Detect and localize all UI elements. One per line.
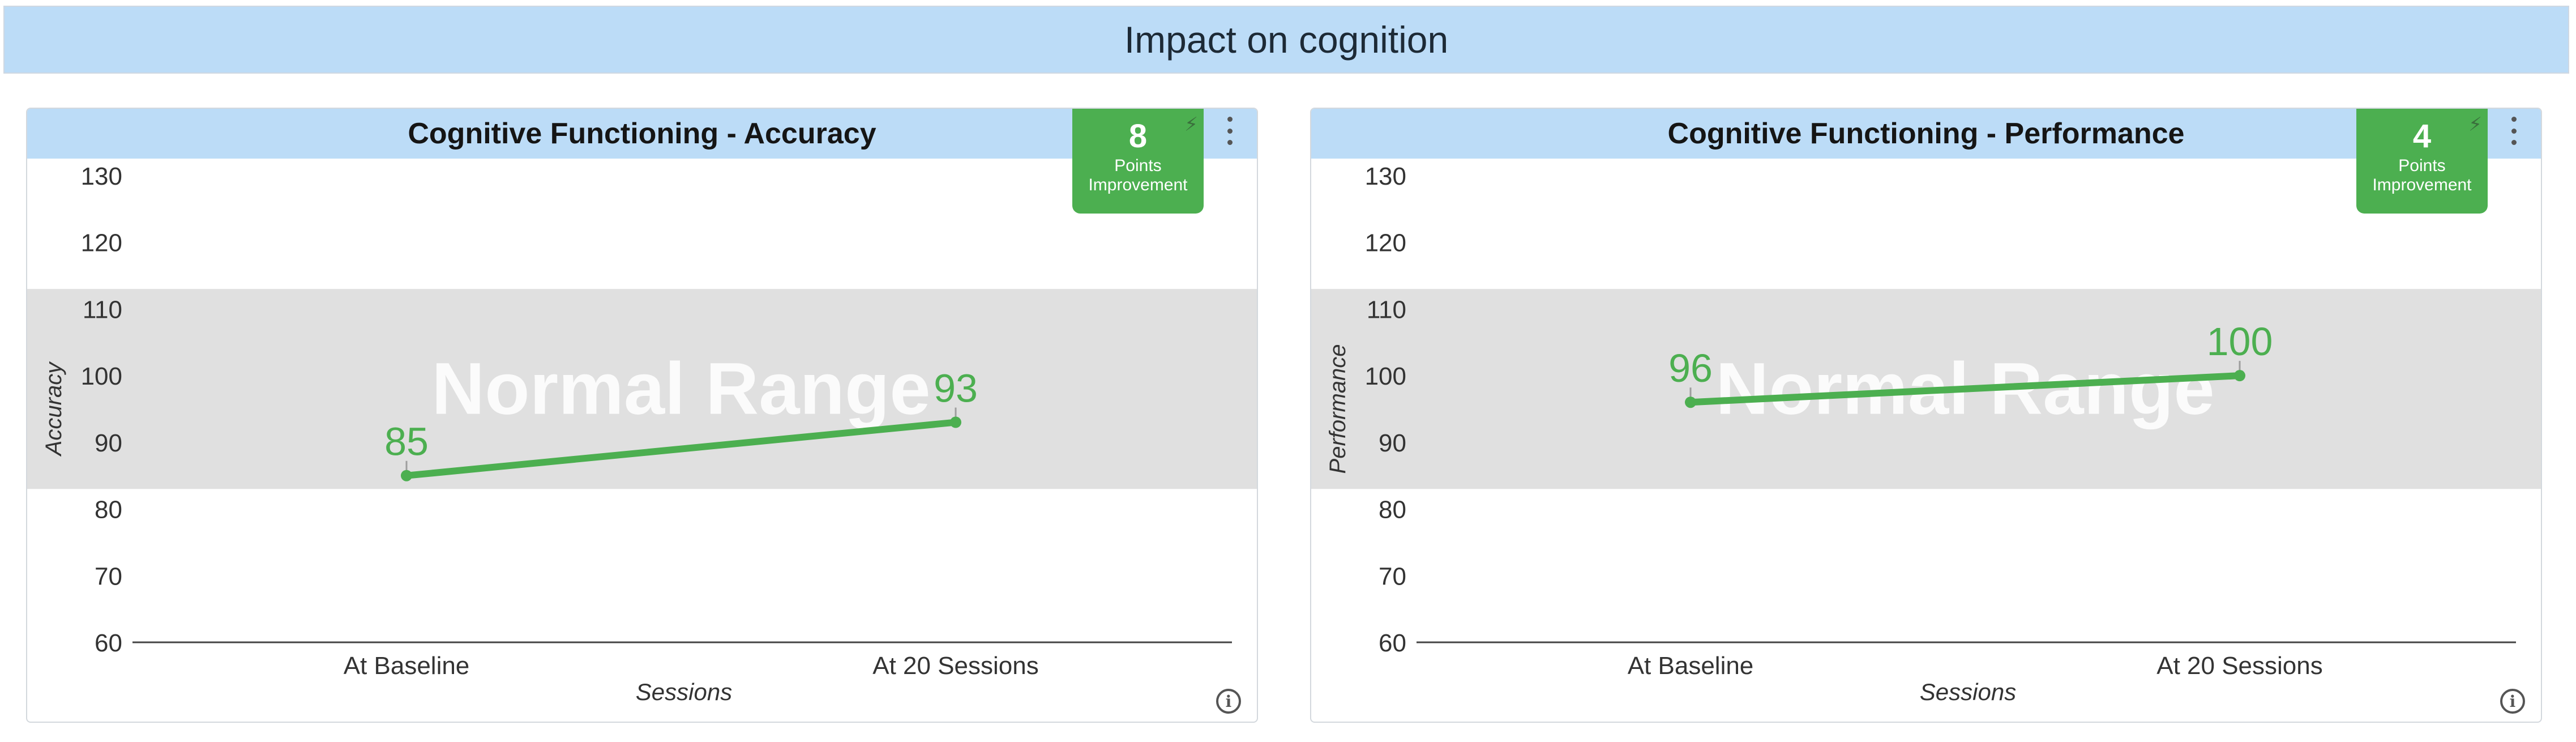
x-axis-title: Sessions: [636, 679, 732, 705]
badge-label-improvement: Improvement: [1088, 176, 1188, 194]
x-tick-label: At 20 Sessions: [872, 652, 1039, 680]
more-options-icon[interactable]: [1225, 117, 1234, 145]
chart-title: Cognitive Functioning - Performance: [1667, 117, 2185, 150]
y-axis-title: Accuracy: [41, 361, 66, 457]
data-point: [1685, 396, 1696, 408]
y-tick-label: 120: [1365, 229, 1406, 257]
badge-value: 8: [1128, 118, 1148, 155]
improvement-badge: ⚡ 4 Points Improvement: [2356, 109, 2488, 214]
data-label: 93: [934, 366, 978, 411]
x-tick-label: At Baseline: [1628, 652, 1754, 680]
accuracy-chart-panel: Normal Range 60 70 80 90 100 110 120 130 At Basel…: [26, 108, 1258, 723]
data-point: [2234, 370, 2245, 382]
chart-title: Cognitive Functioning - Accuracy: [408, 117, 876, 150]
badge-value: 4: [2412, 118, 2432, 155]
y-tick-label: 80: [1379, 496, 1406, 524]
bolt-icon: ⚡: [2468, 114, 2482, 135]
more-options-icon[interactable]: [2509, 117, 2518, 145]
data-label: 96: [1668, 346, 1713, 390]
badge-label-points: Points: [1114, 156, 1162, 175]
improvement-badge: ⚡ 8 Points Improvement: [1072, 109, 1204, 214]
page-header: Impact on cognition: [3, 6, 2569, 74]
page-title: Impact on cognition: [1124, 19, 1449, 61]
y-tick-label: 90: [1379, 429, 1406, 457]
y-tick-label: 70: [1379, 562, 1406, 590]
normal-range-label: Normal Range: [431, 347, 930, 430]
info-icon[interactable]: i: [1216, 689, 1241, 714]
x-axis-title: Sessions: [1920, 679, 2016, 705]
y-tick-label: 130: [81, 163, 122, 190]
badge-label-points: Points: [2398, 156, 2446, 175]
data-label: 85: [384, 420, 429, 464]
info-icon[interactable]: i: [2500, 689, 2525, 714]
y-tick-label: 90: [95, 429, 122, 457]
y-tick-label: 60: [1379, 629, 1406, 657]
data-point: [950, 416, 961, 428]
panel-title-bar: Cognitive Functioning - Accuracy: [27, 109, 1257, 159]
y-axis-title: Performance: [1325, 344, 1350, 474]
y-tick-label: 70: [95, 562, 122, 590]
y-tick-label: 100: [81, 363, 122, 390]
data-point: [401, 470, 412, 481]
x-tick-label: At Baseline: [344, 652, 470, 680]
panel-title-bar: Cognitive Functioning - Performance: [1311, 109, 2541, 159]
y-tick-label: 110: [1367, 296, 1406, 323]
accuracy-chart: Normal Range 60 70 80 90 100 110 120 130 At Basel…: [27, 163, 1257, 705]
series-line: [403, 419, 959, 479]
bolt-icon: ⚡: [1184, 114, 1198, 135]
data-label: 100: [2207, 319, 2273, 364]
y-tick-label: 100: [1365, 363, 1406, 390]
y-tick-label: 60: [95, 629, 122, 657]
y-tick-label: 120: [81, 229, 122, 257]
badge-label-improvement: Improvement: [2372, 176, 2472, 194]
x-tick-label: At 20 Sessions: [2156, 652, 2323, 680]
y-tick-label: 110: [83, 296, 122, 323]
y-tick-label: 80: [95, 496, 122, 524]
y-tick-label: 130: [1365, 163, 1406, 190]
performance-chart-panel: Normal Range 60 70 80 90 100 110 120 130 At Basel…: [1310, 108, 2542, 723]
series-line: [1687, 372, 2243, 406]
